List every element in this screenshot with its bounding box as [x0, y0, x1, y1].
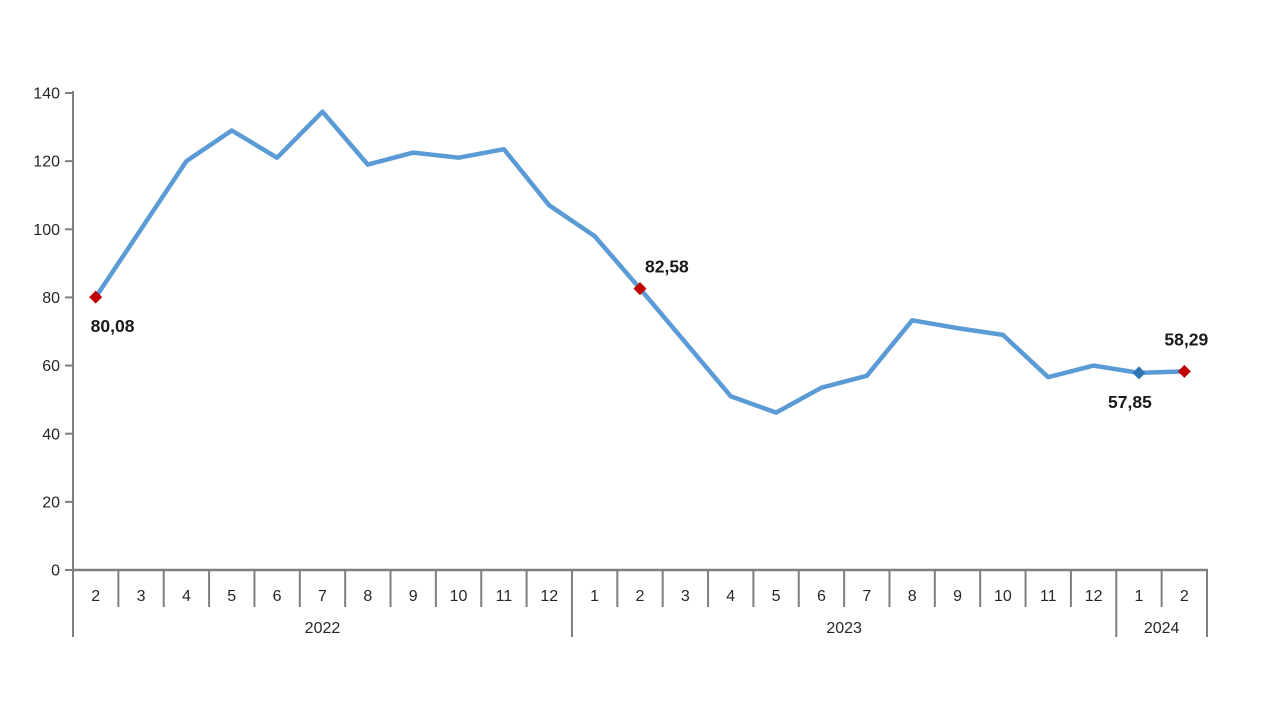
data-point-label: 57,85: [1108, 392, 1152, 412]
data-point-label: 58,29: [1164, 329, 1208, 349]
month-label: 10: [450, 588, 468, 605]
data-point-marker: [89, 290, 103, 304]
month-label: 2: [91, 588, 100, 605]
data-point-marker: [633, 282, 647, 296]
month-label: 5: [772, 588, 781, 605]
y-axis-tick-label: 80: [42, 290, 60, 307]
month-label: 3: [681, 588, 690, 605]
month-label: 11: [1040, 588, 1057, 605]
data-point-marker: [1132, 366, 1146, 380]
month-label: 6: [817, 588, 826, 605]
month-label: 3: [137, 588, 146, 605]
y-axis-tick-label: 120: [33, 154, 60, 171]
data-point-label: 80,08: [91, 316, 135, 336]
y-axis-tick-label: 40: [42, 426, 60, 443]
y-axis-tick-label: 0: [51, 563, 60, 580]
month-label: 1: [590, 588, 599, 605]
month-label: 9: [953, 588, 962, 605]
year-label: 2024: [1144, 620, 1180, 637]
month-label: 6: [273, 588, 282, 605]
data-point-marker: [1177, 364, 1191, 378]
month-label: 1: [1135, 588, 1144, 605]
month-label: 4: [726, 588, 735, 605]
trend-line: [93, 109, 1187, 415]
month-label: 2: [636, 588, 645, 605]
month-label: 12: [1085, 588, 1103, 605]
month-label: 11: [496, 588, 513, 605]
month-label: 12: [540, 588, 558, 605]
month-label: 10: [994, 588, 1012, 605]
month-label: 7: [318, 588, 327, 605]
year-label: 2023: [826, 620, 862, 637]
month-label: 9: [409, 588, 418, 605]
month-label: 5: [227, 588, 236, 605]
y-axis-tick-label: 60: [42, 358, 60, 375]
month-label: 2: [1180, 588, 1189, 605]
data-point-label: 82,58: [645, 257, 689, 277]
month-label: 4: [182, 588, 191, 605]
y-axis-tick-label: 140: [33, 86, 60, 103]
month-label: 8: [363, 588, 372, 605]
y-axis-tick-label: 20: [42, 494, 60, 511]
month-label: 7: [862, 588, 871, 605]
month-label: 8: [908, 588, 917, 605]
y-axis-tick-label: 100: [33, 222, 60, 239]
year-label: 2022: [305, 620, 341, 637]
